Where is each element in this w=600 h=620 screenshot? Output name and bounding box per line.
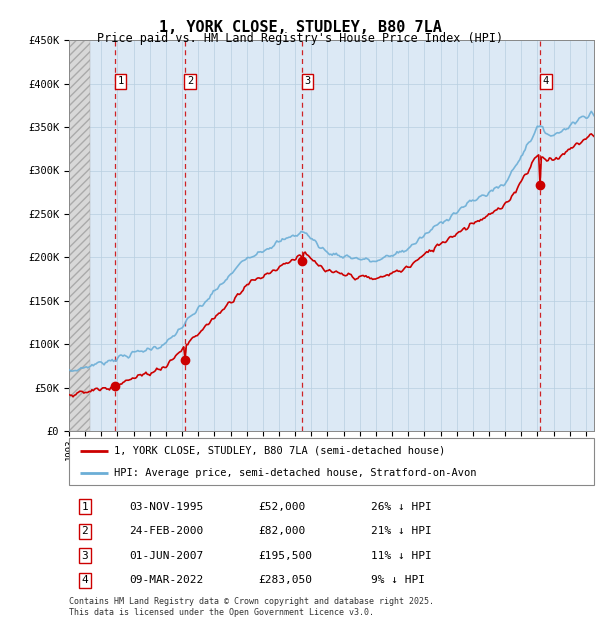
Text: 03-NOV-1995: 03-NOV-1995 [130, 502, 203, 512]
FancyBboxPatch shape [69, 438, 594, 485]
Text: £82,000: £82,000 [258, 526, 305, 536]
Text: 1, YORK CLOSE, STUDLEY, B80 7LA: 1, YORK CLOSE, STUDLEY, B80 7LA [158, 20, 442, 35]
Text: 09-MAR-2022: 09-MAR-2022 [130, 575, 203, 585]
Text: 1: 1 [82, 502, 88, 512]
Text: £52,000: £52,000 [258, 502, 305, 512]
Text: 11% ↓ HPI: 11% ↓ HPI [371, 551, 431, 561]
Text: 01-JUN-2007: 01-JUN-2007 [130, 551, 203, 561]
Text: 1: 1 [117, 76, 124, 86]
Text: 4: 4 [82, 575, 88, 585]
Text: 1, YORK CLOSE, STUDLEY, B80 7LA (semi-detached house): 1, YORK CLOSE, STUDLEY, B80 7LA (semi-de… [113, 446, 445, 456]
Text: 21% ↓ HPI: 21% ↓ HPI [371, 526, 431, 536]
Text: HPI: Average price, semi-detached house, Stratford-on-Avon: HPI: Average price, semi-detached house,… [113, 467, 476, 478]
Text: 9% ↓ HPI: 9% ↓ HPI [371, 575, 425, 585]
Text: 24-FEB-2000: 24-FEB-2000 [130, 526, 203, 536]
Text: 3: 3 [304, 76, 311, 86]
Text: 3: 3 [82, 551, 88, 561]
Text: 2: 2 [82, 526, 88, 536]
Text: 4: 4 [543, 76, 549, 86]
Text: £195,500: £195,500 [258, 551, 312, 561]
Text: Price paid vs. HM Land Registry's House Price Index (HPI): Price paid vs. HM Land Registry's House … [97, 32, 503, 45]
Text: £283,050: £283,050 [258, 575, 312, 585]
Text: 26% ↓ HPI: 26% ↓ HPI [371, 502, 431, 512]
Text: 2: 2 [187, 76, 193, 86]
Text: Contains HM Land Registry data © Crown copyright and database right 2025.
This d: Contains HM Land Registry data © Crown c… [69, 598, 434, 617]
